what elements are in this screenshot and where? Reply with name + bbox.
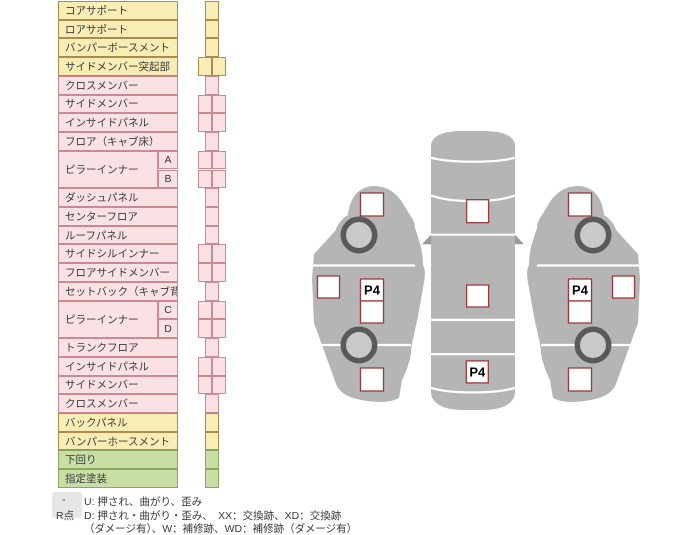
svg-text:P4: P4 xyxy=(572,283,589,298)
svg-text:P4: P4 xyxy=(469,364,486,379)
svg-text:P4: P4 xyxy=(364,283,381,298)
